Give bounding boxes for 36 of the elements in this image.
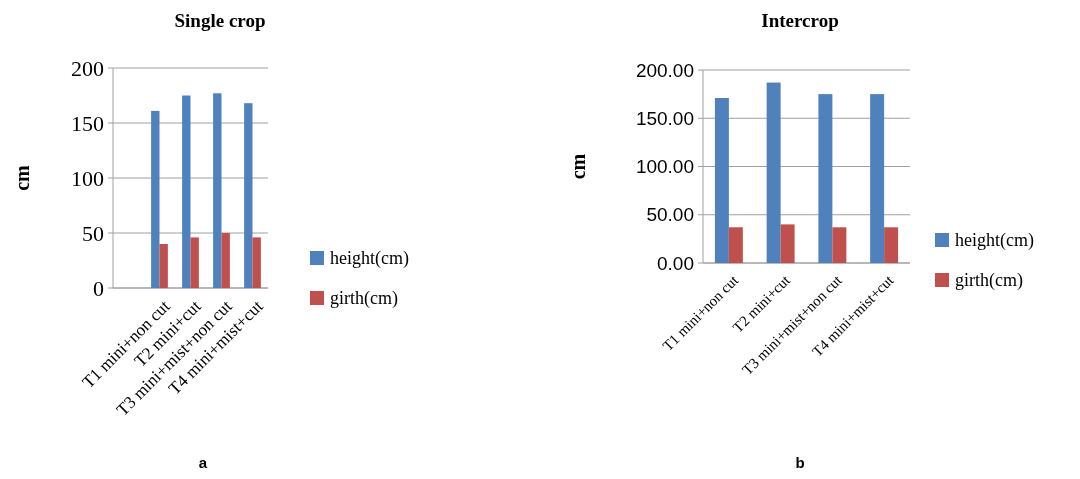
- bar: [780, 224, 795, 263]
- bar: [832, 227, 847, 263]
- text: a: [198, 454, 208, 471]
- bar: [714, 97, 729, 263]
- bar: [159, 244, 168, 288]
- y-tick-label: 50.00: [646, 204, 694, 226]
- bar: [728, 227, 743, 263]
- y-tick-label: 50: [82, 220, 104, 246]
- bar: [818, 94, 833, 263]
- y-tick-label: 100: [71, 165, 104, 191]
- y-tick-label: 150.00: [635, 107, 694, 129]
- y-tick-label: 150: [71, 110, 104, 136]
- text: b: [795, 454, 805, 471]
- bar: [884, 227, 899, 263]
- bar: [221, 233, 230, 288]
- bar: [870, 94, 885, 263]
- bar: [213, 93, 222, 288]
- legend-label: height(cm): [955, 230, 1034, 252]
- bar: [252, 237, 261, 288]
- y-tick-label: 0.00: [657, 252, 694, 274]
- y-axis-title: cm: [567, 153, 589, 180]
- bar: [244, 103, 253, 288]
- y-tick-label: 200.00: [635, 59, 694, 81]
- y-axis-title: cm: [11, 164, 33, 191]
- y-tick-label: 200: [71, 55, 104, 81]
- bar: [151, 110, 160, 288]
- chart-title: Intercrop: [761, 10, 839, 31]
- legend-label: girth(cm): [955, 270, 1023, 292]
- bar: [190, 237, 199, 288]
- bar: [766, 82, 781, 263]
- y-tick-label: 0: [93, 275, 104, 301]
- y-tick-label: 100.00: [635, 156, 694, 178]
- bar: [182, 95, 191, 288]
- chart-title: Single crop: [174, 10, 266, 31]
- legend-label: height(cm): [330, 248, 409, 270]
- legend-label: girth(cm): [330, 288, 398, 310]
